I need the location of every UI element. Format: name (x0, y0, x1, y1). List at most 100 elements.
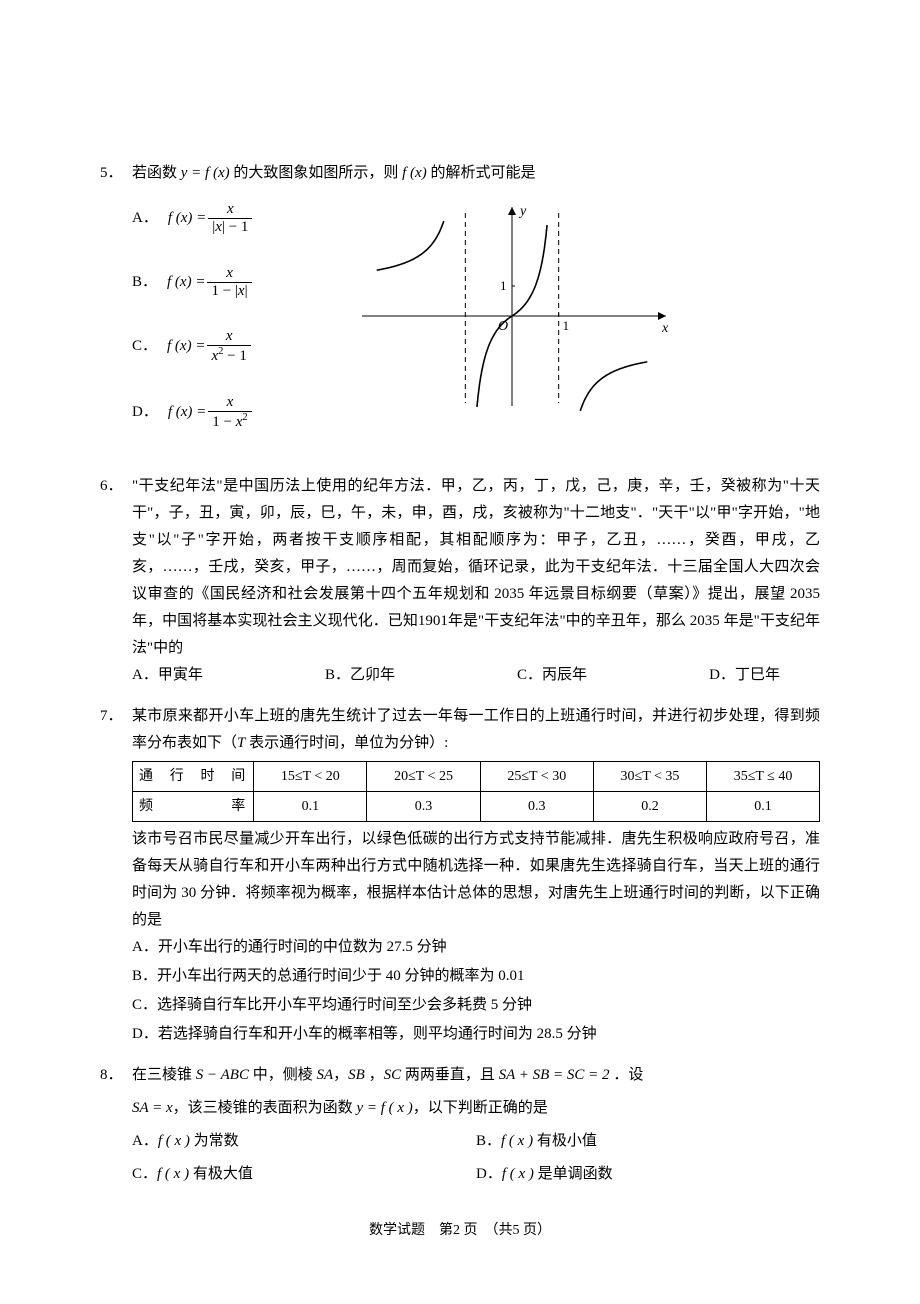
text: 某市原来都开小车上班的唐先生统计了过去一年每一工作日的上班通行时间，并进行初步处… (132, 708, 820, 751)
svg-text:O: O (498, 319, 508, 334)
label: C． (132, 1166, 157, 1182)
text: 表示通行时间，单位为分钟）: (245, 735, 448, 751)
table-cell: 0.2 (593, 792, 706, 822)
math: f (x) = (167, 269, 205, 296)
q8-option-b: B．f ( x ) 有极小值 (476, 1128, 820, 1155)
table-header: 30≤T < 35 (593, 762, 706, 792)
q7-option-b: B．开小车出行两天的总通行时间少于 40 分钟的概率为 0.01 (132, 963, 820, 990)
math: SA (316, 1067, 333, 1083)
svg-text:1: 1 (500, 278, 507, 293)
fraction: x x2 − 1 (207, 328, 250, 366)
q6-option-d: D．丁巳年 (709, 662, 780, 689)
q6-options: A．甲寅年 B．乙卯年 C．丙辰年 D．丁巳年 (132, 662, 820, 689)
q6-stem: "干支纪年法"是中国历法上使用的纪年方法．甲，乙，丙，丁，戊，己，庚，辛，壬，癸… (132, 473, 820, 662)
q7-option-c: C．选择骑自行车比开小车平均通行时间至少会多耗费 5 分钟 (132, 992, 820, 1019)
q7-stem: 某市原来都开小车上班的唐先生统计了过去一年每一工作日的上班通行时间，并进行初步处… (132, 703, 820, 757)
math: f ( x ) (158, 1133, 190, 1149)
text: ，以下判断正确的是 (413, 1100, 548, 1116)
table-cell: 频 率 (133, 792, 254, 822)
option-label: D． (132, 399, 158, 426)
fraction: x 1 − x2 (208, 394, 251, 432)
text: 中，侧棱 (249, 1067, 317, 1083)
q6-option-c: C．丙辰年 (517, 662, 587, 689)
math: f (x) = (167, 333, 205, 360)
table-row: 频 率 0.1 0.3 0.3 0.2 0.1 (133, 792, 820, 822)
svg-text:x: x (661, 321, 669, 336)
text: 有极大值 (189, 1166, 253, 1182)
q7-options: A．开小车出行的通行时间的中位数为 27.5 分钟 B．开小车出行两天的总通行时… (132, 934, 820, 1048)
math: f ( x ) (502, 1166, 534, 1182)
text: 15≤T < 20 (281, 769, 340, 784)
option-label: A． (132, 205, 158, 232)
text: 20≤T < 25 (394, 769, 453, 784)
text: ， (333, 1067, 348, 1083)
text: | (245, 283, 248, 299)
q8-option-c: C．f ( x ) 有极大值 (132, 1161, 476, 1188)
q8-options: A．f ( x ) 为常数 B．f ( x ) 有极小值 C．f ( x ) 有… (132, 1128, 820, 1188)
text: 的解析式可能是 (427, 165, 536, 181)
text: | − 1 (222, 219, 248, 235)
q8-option-a: A．f ( x ) 为常数 (132, 1128, 476, 1155)
q8-number: 8． (100, 1062, 132, 1089)
option-label: B． (132, 269, 157, 296)
text: 在三棱锥 (132, 1067, 196, 1083)
text: 25≤T < 30 (507, 769, 566, 784)
math: f (x) (402, 165, 427, 181)
q5-option-c: C． f (x) = x x2 − 1 (132, 328, 352, 366)
math: y = f ( x ) (356, 1100, 412, 1116)
function-graph: y x O 1 1 (352, 201, 672, 411)
fraction: x |x| − 1 (208, 201, 252, 237)
label: B． (476, 1133, 501, 1149)
text: ．设 (610, 1067, 644, 1083)
text: x (238, 283, 245, 299)
math: f (x) = (168, 205, 206, 232)
q7-option-a: A．开小车出行的通行时间的中位数为 27.5 分钟 (132, 934, 820, 961)
text: x (215, 219, 222, 235)
q6-option-a: A．甲寅年 (132, 662, 203, 689)
table-header-row: 通行时间 15≤T < 20 20≤T < 25 25≤T < 30 30≤T … (133, 762, 820, 792)
text: 的大致图象如图所示，则 (230, 165, 403, 181)
math: f ( x ) (501, 1133, 533, 1149)
numerator: x (226, 265, 233, 281)
table-header: 15≤T < 20 (254, 762, 367, 792)
math: y = f (x) (181, 165, 230, 181)
svg-text:y: y (518, 204, 527, 219)
math: SA + SB = SC = 2 (499, 1067, 610, 1083)
math: f (x) = (168, 399, 206, 426)
text: 有极小值 (533, 1133, 597, 1149)
text: 30≤T < 35 (621, 769, 680, 784)
q5-chart: y x O 1 1 (352, 201, 820, 459)
table-header: 35≤T ≤ 40 (707, 762, 820, 792)
question-5: 5． 若函数 y = f (x) 的大致图象如图所示，则 f (x) 的解析式可… (100, 160, 820, 459)
q5-options: A． f (x) = x |x| − 1 B． f (x) = x 1 − |x… (132, 201, 352, 459)
svg-text:1: 1 (563, 318, 570, 333)
label: D． (476, 1166, 502, 1182)
q8-stem: 在三棱锥 S − ABC 中，侧棱 SA，SB ，SC 两两垂直，且 SA + … (132, 1062, 820, 1089)
math: S − ABC (196, 1067, 249, 1083)
q6-number: 6． (100, 473, 132, 500)
sup: 2 (242, 412, 247, 423)
label: A． (132, 1133, 158, 1149)
text: 1 − (212, 414, 235, 430)
table-header: 通行时间 (133, 762, 254, 792)
text: 数学试题 第 (369, 1223, 453, 1238)
text: 是单调函数 (534, 1166, 613, 1182)
math: SB (348, 1067, 365, 1083)
fraction: x 1 − |x| (207, 265, 251, 301)
table-cell: 0.3 (480, 792, 593, 822)
question-8: 8． 在三棱锥 S − ABC 中，侧棱 SA，SB ，SC 两两垂直，且 SA… (100, 1062, 820, 1188)
text: ，该三棱锥的表面积为函数 (173, 1100, 357, 1116)
q7-stem2: 该市号召市民尽量减少开车出行，以绿色低碳的出行方式支持节能减排．唐先生积极响应政… (132, 826, 820, 934)
text: 页） (520, 1223, 552, 1238)
text: 为常数 (190, 1133, 239, 1149)
option-label: C． (132, 333, 157, 360)
numerator: x (227, 201, 234, 217)
table-cell: 0.1 (254, 792, 367, 822)
q8-option-d: D．f ( x ) 是单调函数 (476, 1161, 820, 1188)
q5-stem: 若函数 y = f (x) 的大致图象如图所示，则 f (x) 的解析式可能是 (132, 160, 820, 187)
table-header: 25≤T < 30 (480, 762, 593, 792)
table-header: 20≤T < 25 (367, 762, 480, 792)
text: 两两垂直，且 (401, 1067, 499, 1083)
text: 若函数 (132, 165, 181, 181)
math: SC (384, 1067, 402, 1083)
